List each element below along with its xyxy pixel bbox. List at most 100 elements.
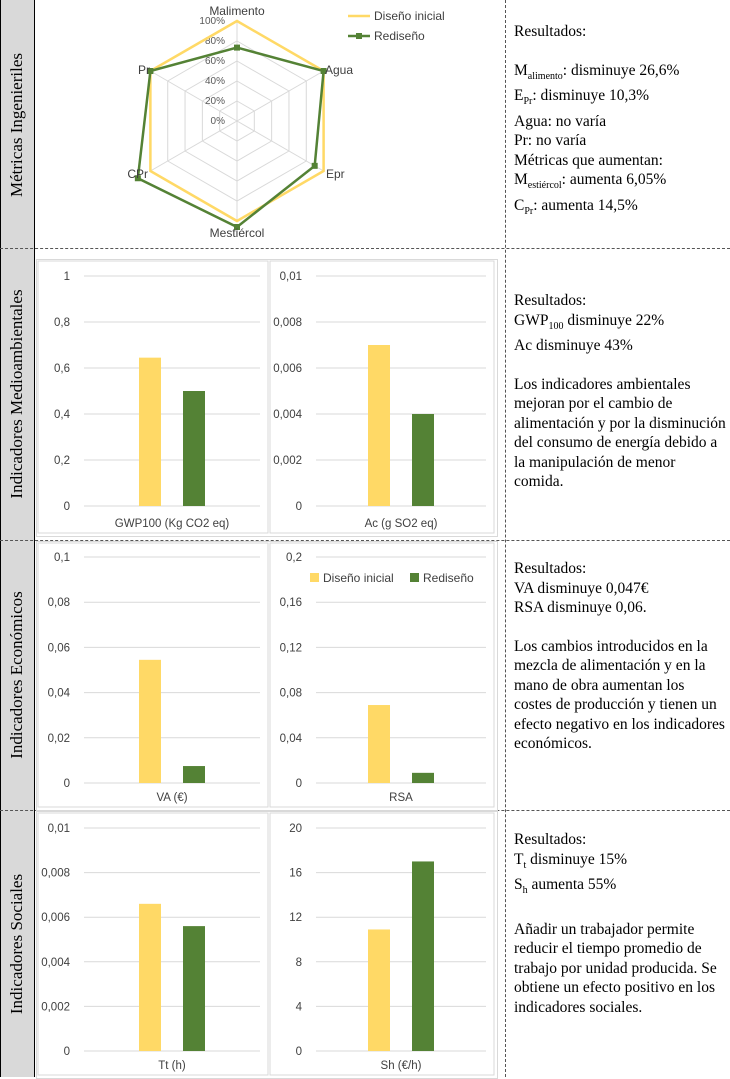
y-tick-label: 0,004 [273,409,302,421]
bar-redesign [183,926,205,1051]
note-e-pr: EPr: disminuye 10,3% [514,87,650,108]
y-tick-label: 0,04 [48,688,71,700]
note-body: Los cambios introducidos en la mezcla de… [514,637,725,753]
note-ac: Ac disminuye 43% [514,337,633,355]
radar-tick-label: 60% [205,56,225,67]
legend-label: Diseño inicial [374,9,445,23]
radar-marker [147,68,154,74]
note-increase-heading: Métricas que aumentan: [514,151,663,169]
y-tick-label: 0,008 [41,868,70,880]
note-pr: Pr: no varía [514,132,587,150]
radar-marker [134,175,141,182]
bar-initial [368,705,390,783]
notes-heading: Resultados: [514,560,587,577]
left-border [0,0,1,1077]
bar-initial [139,659,161,783]
bar-redesign [412,772,434,783]
y-tick-label: 0,1 [54,552,70,564]
y-tick-label: 0,006 [41,912,70,924]
radar-axis-label: Epr [326,167,345,181]
radar-tick-label: 80% [205,36,225,47]
bar-chart: 0 0,2 0,4 0,6 0,8 1 GWP100 (Kg CO2 eq) [37,260,269,534]
social-notes: Resultados: Tt disminuye 15% Sh aumenta … [514,830,726,1017]
economic-notes: Resultados: VA disminuye 0,047€ RSA dism… [514,559,726,754]
notes-heading: Resultados: [514,23,587,40]
radar-axis-label: Agua [325,63,353,77]
bar-initial [139,903,161,1051]
y-tick-label: 0,16 [280,597,302,609]
bar-initial [368,345,390,506]
y-tick-label: 1 [64,271,70,283]
y-tick-label: 0,8 [54,317,70,329]
legend-label: Diseño inicial [323,571,394,585]
notes-heading: Resultados: [514,831,587,848]
y-tick-label: 0,01 [48,823,70,835]
note-tt: Tt disminuye 15% [514,850,627,871]
note-c-pr: CPr: aumenta 14,5% [514,196,638,217]
radar-spoke [150,120,238,172]
engineering-notes: Resultados: Malimento: disminuye 26,6% E… [514,22,726,221]
y-tick-label: 8 [296,957,302,969]
bar-chart: 0 0,002 0,004 0,006 0,008 0,01 Ac (g SO2 eq) [269,260,495,534]
y-tick-label: 0,01 [280,271,302,283]
bar-redesign [183,766,205,783]
y-tick-label: 0,002 [273,455,302,467]
y-tick-label: 0,2 [286,552,302,564]
bar-charts: 0 0,2 0,4 0,6 0,8 1 GWP100 (Kg CO2 eq) 0 0,002 0,… [37,260,495,1076]
y-tick-label: 0,12 [280,642,302,654]
bar-redesign [183,391,205,506]
bar-chart: 0 0,04 0,08 0,12 0,16 0,2 RSA Diseño inicial Red… [269,542,495,808]
radar-axis-label: Malimento [209,4,265,18]
radar-spoke [236,70,324,122]
radar-spoke [236,120,324,172]
radar-axis-label: Mestiércol [210,226,265,240]
y-tick-label: 16 [289,868,302,880]
x-category-label: RSA [389,792,413,804]
note-body: Añadir un trabajador permite reducir el … [514,920,717,1016]
legend-label: Rediseño [374,29,425,43]
y-tick-label: 0,006 [273,363,302,375]
y-tick-label: 0 [296,778,302,790]
legend-label: Rediseño [423,571,474,585]
bar-chart: 0 4 8 12 16 20 Sh (€/h) [269,812,495,1076]
radar-tick-label: 40% [205,76,225,87]
note-gwp: GWP100 disminuye 22% [514,311,665,332]
radar-tick-label: 100% [199,16,225,27]
note-agua: Agua: no varía [514,112,607,130]
y-tick-label: 0 [296,1046,302,1058]
radar-marker [311,162,318,169]
x-category-label: Sh (€/h) [381,1060,422,1072]
note-rsa: RSA disminuye 0,06. [514,599,647,616]
legend-swatch [410,573,419,582]
legend-marker [356,33,362,39]
radar-axis-label: CPr [127,167,148,181]
y-tick-label: 20 [289,823,302,835]
y-tick-label: 0,008 [273,317,302,329]
label-divider [34,0,35,1077]
y-tick-label: 0,06 [48,642,70,654]
note-m-alimento: Malimento: disminuye 26,6% [514,61,680,82]
y-tick-label: 0 [64,501,70,513]
bar-redesign [412,861,434,1051]
notes-heading: Resultados: [514,292,587,309]
label-column [0,0,34,1077]
bar-redesign [412,414,434,506]
row-divider-2 [0,540,730,541]
y-tick-label: 0,08 [48,597,70,609]
y-tick-label: 0,6 [54,363,70,375]
y-tick-label: 0,02 [48,733,70,745]
x-category-label: VA (€) [156,792,187,804]
y-tick-label: 0 [296,501,302,513]
y-tick-label: 0,004 [41,957,70,969]
radar-chart: 0% 20% 40% 60% 80% 100% Malimento Agua Epr Mesti… [127,4,445,240]
radar-tick-label: 0% [211,116,226,127]
note-sh: Sh aumenta 55% [514,876,617,897]
environmental-notes: Resultados: GWP100 disminuye 22% Ac dism… [514,291,726,492]
legend-swatch [310,573,319,582]
y-tick-label: 0,08 [280,688,302,700]
y-tick-label: 0,002 [41,1001,70,1013]
radar-marker [234,44,240,51]
row-divider-1 [0,248,730,249]
bar-chart: 0 0,02 0,04 0,06 0,08 0,1 VA (€) [37,542,269,808]
